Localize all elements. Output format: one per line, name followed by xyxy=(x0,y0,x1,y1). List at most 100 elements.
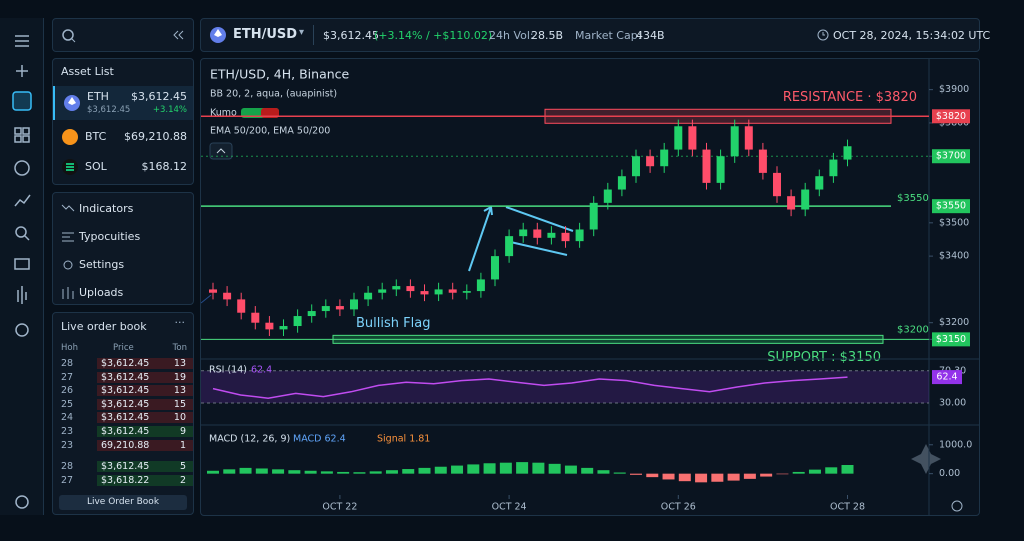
menu-item[interactable]: Indicators xyxy=(79,202,134,215)
asset-row[interactable]: BTC $69,210.88 xyxy=(53,123,193,151)
search-box[interactable] xyxy=(52,18,194,52)
chart: ETH/USD, 4H, Binance BB 20, 2, aqua, (au… xyxy=(201,59,979,515)
menu-icons xyxy=(61,204,75,299)
level-box-label: $3150 xyxy=(936,334,966,345)
level-box-label: $3550 xyxy=(936,201,966,212)
candle-body xyxy=(815,176,824,190)
macd-bar xyxy=(272,469,285,474)
candle-body xyxy=(462,291,471,293)
candle-body xyxy=(758,149,767,173)
macd-label: MACD 62.4 xyxy=(293,434,346,445)
candle-body xyxy=(533,229,542,238)
candle-body xyxy=(406,286,415,292)
macd-bar xyxy=(613,472,626,474)
macd-bar xyxy=(320,471,333,474)
asset-price: $3,612.45 xyxy=(131,90,187,103)
macd-bar xyxy=(255,468,268,474)
order-cell: 25 xyxy=(61,398,74,410)
macd-bar xyxy=(223,469,236,474)
asset-row[interactable]: ETH $3,612.45 $3,612.45 +3.14% xyxy=(53,86,193,120)
macd-bar xyxy=(808,469,821,474)
candle-body xyxy=(251,312,260,323)
column-header: Ton xyxy=(172,343,187,353)
macd-bar xyxy=(385,470,398,474)
candle-body xyxy=(434,289,443,295)
candle-body xyxy=(293,316,302,327)
symbol[interactable]: ETH/USD xyxy=(233,27,298,42)
candle-body xyxy=(491,256,499,280)
flag-label: Bullish Flag xyxy=(356,316,430,331)
order-cell: 27 xyxy=(61,474,74,486)
order-row: 24 $3,612.45 10 xyxy=(53,411,194,424)
settings-icon[interactable] xyxy=(951,500,963,512)
market-cap-label: Market Cap: xyxy=(575,29,642,42)
order-cell: $3,612.45 xyxy=(97,426,193,437)
order-cell: 13 xyxy=(173,385,186,397)
flag-drawing xyxy=(468,205,574,272)
candle-body xyxy=(730,126,739,157)
candle-body xyxy=(617,176,626,190)
zone-label: $3200 xyxy=(897,324,929,335)
candle-body xyxy=(674,126,683,150)
candle-body xyxy=(350,299,358,310)
datetime: OCT 28, 2024, 15:34:02 UTC xyxy=(833,29,991,42)
macd-bar xyxy=(304,470,317,474)
level-box xyxy=(932,332,970,347)
zone-label: $3550 xyxy=(897,193,929,204)
btc-icon xyxy=(62,129,78,145)
asset-sub-price: $3,612.45 xyxy=(87,105,131,115)
menu: Indicators Typocuities Settings Uploads xyxy=(52,192,194,305)
candle-body xyxy=(265,322,274,330)
order-row: 23 $3,612.45 9 xyxy=(53,425,194,438)
menu-item[interactable]: Typocuities xyxy=(79,230,141,243)
order-cell: 10 xyxy=(173,412,186,424)
chart-panel: ETH/USD, 4H, Binance BB 20, 2, aqua, (au… xyxy=(200,58,980,516)
menu-item[interactable]: Settings xyxy=(79,258,125,271)
order-cell: 9 xyxy=(179,426,186,437)
candle-body xyxy=(702,149,711,183)
order-cell: $3,612.45 xyxy=(97,371,193,383)
order-cell: 27 xyxy=(61,371,74,383)
search-icons xyxy=(62,29,184,43)
order-cell: $3,612.45 xyxy=(97,358,193,369)
candle-body xyxy=(646,156,655,167)
candle-body xyxy=(716,156,725,183)
macd-bar xyxy=(743,473,756,479)
more-icon[interactable]: ··· xyxy=(174,316,186,329)
macd-bar xyxy=(451,465,464,474)
macd-bar xyxy=(630,473,642,475)
macd-bar xyxy=(239,467,252,474)
rsi-band xyxy=(201,370,929,403)
x-tick-label: OCT 26 xyxy=(661,502,696,513)
asset-row[interactable]: SOL $168.12 xyxy=(53,153,193,181)
order-cell: 24 xyxy=(61,412,74,424)
y-tick-label: 0.00 xyxy=(939,468,960,479)
candle-body xyxy=(829,159,838,177)
rail-icons xyxy=(12,35,32,509)
column-header: Price xyxy=(113,343,134,353)
rsi-box xyxy=(932,370,962,385)
macd-bar xyxy=(792,471,805,474)
candle-body xyxy=(392,286,401,290)
change: (+3.14% / +$110.02) xyxy=(374,29,493,42)
order-book-button[interactable]: Live Order Book xyxy=(59,495,187,510)
order-cell: 26 xyxy=(61,385,74,397)
volume: 28.5B xyxy=(531,29,564,42)
order-cell: 28 xyxy=(61,461,74,473)
dropdown-arrow[interactable]: ▾ xyxy=(299,27,305,38)
candle-body xyxy=(744,126,753,150)
y-tick-label: 1000.0 xyxy=(939,439,972,450)
order-row: 25 $3,612.45 15 xyxy=(53,398,194,411)
candle-body xyxy=(420,291,429,295)
collapse-button[interactable] xyxy=(209,142,233,160)
asset-list: Asset List ETH $3,612.45 $3,612.45 +3.14… xyxy=(52,58,194,185)
legend-item: BB 20, 2, aqua, (auapinist) xyxy=(210,89,337,100)
order-row: 27 $3,618.22 2 xyxy=(53,474,194,487)
candle-body xyxy=(787,196,796,210)
candle-body xyxy=(589,202,598,230)
asset-list-title: Asset List xyxy=(61,65,114,78)
level-box xyxy=(932,199,970,214)
menu-item[interactable]: Uploads xyxy=(79,286,124,299)
order-cell: 23 xyxy=(61,439,74,451)
asset-change: +3.14% xyxy=(152,105,187,115)
